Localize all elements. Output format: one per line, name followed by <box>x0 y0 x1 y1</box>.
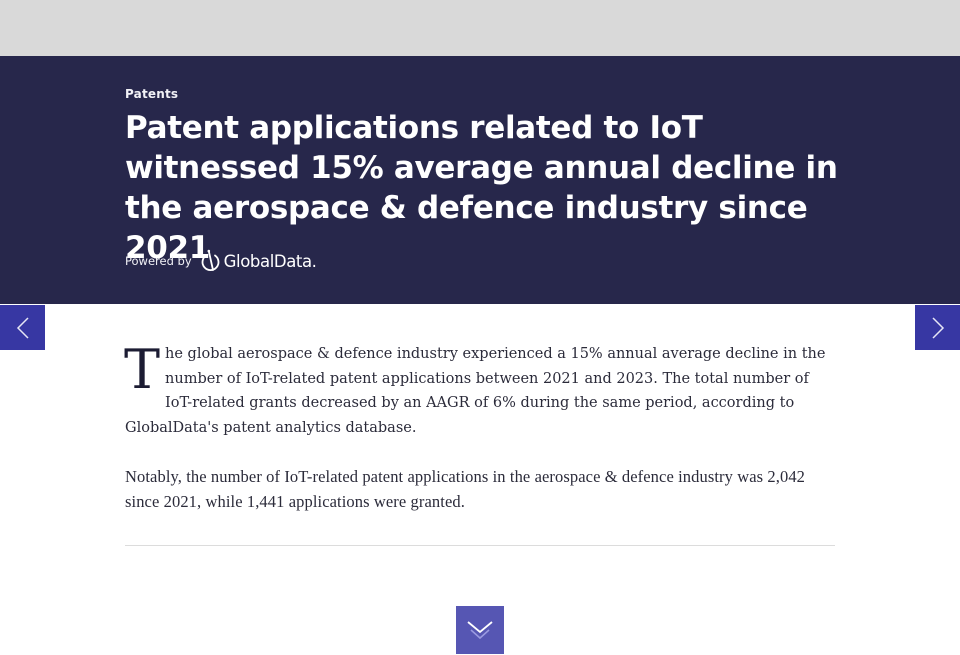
hero-banner: Patents Patent applications related to I… <box>0 56 960 304</box>
powered-by-label: Powered by <box>125 254 192 268</box>
powered-by: Powered by GlobalData. <box>125 249 317 273</box>
globaldata-logo-text: GlobalData. <box>223 251 317 271</box>
globaldata-logo[interactable]: GlobalData. <box>200 249 317 273</box>
next-article-button[interactable] <box>915 305 960 350</box>
double-chevron-down-icon <box>467 621 493 640</box>
chevron-left-icon <box>16 316 29 339</box>
category-label[interactable]: Patents <box>125 87 179 101</box>
globaldata-logo-icon <box>201 249 219 272</box>
article-paragraph-2: Notably, the number of IoT-related paten… <box>125 467 806 511</box>
top-bar <box>0 0 960 56</box>
drop-cap: T <box>124 338 161 401</box>
content-divider <box>125 545 835 546</box>
previous-article-button[interactable] <box>0 305 45 350</box>
page-title: Patent applications related to IoT witne… <box>125 110 838 266</box>
paragraph-1-text: he global aerospace & defence industry e… <box>125 346 826 436</box>
scroll-down-button[interactable] <box>456 606 504 654</box>
chevron-right-icon <box>931 316 944 339</box>
